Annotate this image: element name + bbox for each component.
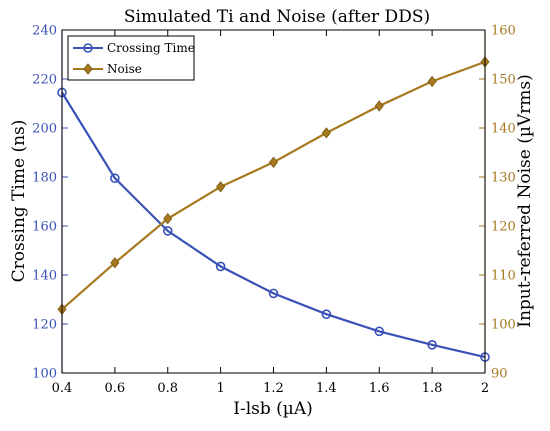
x-tick-label: 1.8 <box>422 381 443 396</box>
legend: Crossing Time Noise <box>67 35 195 81</box>
left-tick-label: 140 <box>32 269 57 284</box>
x-tick-label: 0.4 <box>52 381 73 396</box>
right-tick-label: 140 <box>491 122 516 137</box>
right-tick-label: 160 <box>491 24 516 39</box>
series-line-crossing-time <box>61 91 486 359</box>
point-crossing-time <box>427 340 437 350</box>
point-crossing-time <box>110 173 120 184</box>
left-tick-label: 160 <box>32 220 57 235</box>
point-crossing-time <box>268 288 279 299</box>
point-crossing-time <box>215 261 226 272</box>
plot-frame <box>61 29 486 374</box>
plot-area <box>62 30 485 373</box>
x-tick-label: 2 <box>481 381 489 396</box>
x-tick-label: 0.6 <box>105 381 126 396</box>
x-tick-label: 0.8 <box>157 381 178 396</box>
right-tick-label: 120 <box>491 220 516 235</box>
x-tick-label: 1.2 <box>263 381 284 396</box>
x-tick-label: 1 <box>216 381 224 396</box>
point-noise <box>427 75 437 88</box>
right-tick-label: 130 <box>491 171 516 186</box>
point-crossing-time <box>162 226 173 236</box>
left-tick-label: 100 <box>32 367 57 382</box>
x-axis-label: I-lsb (µA) <box>233 399 313 419</box>
left-tick-label: 220 <box>32 73 57 88</box>
right-tick-label: 110 <box>491 269 516 284</box>
right-tick-label: 90 <box>491 367 508 382</box>
right-tick-label: 100 <box>491 318 516 333</box>
point-noise <box>216 181 226 193</box>
left-tick-label: 180 <box>32 171 57 186</box>
point-noise <box>268 156 279 168</box>
legend-label-noise: Noise <box>107 62 142 76</box>
legend-marker-noise <box>83 63 93 75</box>
series-noise <box>57 56 490 315</box>
right-tick-label: 150 <box>491 73 516 88</box>
x-tick-label: 1.4 <box>316 381 337 396</box>
left-axis-label: Crossing Time (ns) <box>9 120 29 283</box>
x-tick-label: 1.6 <box>369 381 390 396</box>
left-tick-label: 120 <box>32 318 57 333</box>
chart-title: Simulated Ti and Noise (after DDS) <box>124 7 430 27</box>
point-crossing-time <box>321 309 332 320</box>
left-tick-label: 240 <box>32 24 57 39</box>
point-crossing-time <box>374 326 385 337</box>
point-noise <box>374 100 384 112</box>
right-axis-label: Input-referred Noise (µVrms) <box>515 74 535 328</box>
point-noise <box>163 213 173 225</box>
legend-marker-crossing-time <box>83 43 93 53</box>
point-noise <box>110 257 120 269</box>
legend-label-crossing-time: Crossing Time <box>107 41 195 55</box>
left-tick-label: 200 <box>32 122 57 137</box>
point-noise <box>321 127 331 139</box>
series-layer <box>57 56 490 362</box>
